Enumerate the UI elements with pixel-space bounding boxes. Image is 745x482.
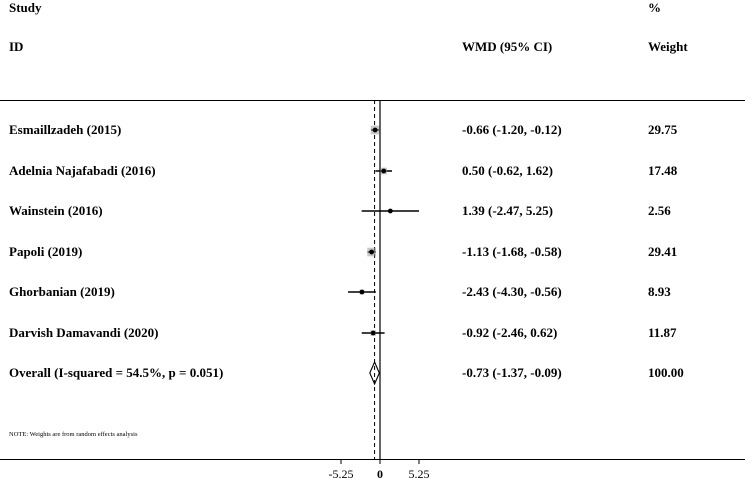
column-header-weight-pct: % (648, 0, 661, 15)
x-tick-label: 0 (377, 467, 383, 481)
column-header-id: ID (9, 39, 24, 54)
study-weight: 17.48 (648, 163, 678, 178)
point-estimate (387, 208, 393, 214)
study-estimate: 0.50 (-0.62, 1.62) (462, 163, 553, 178)
header-rule (0, 100, 745, 101)
study-weight: 2.56 (648, 203, 671, 218)
study-label: Adelnia Najafabadi (2016) (9, 163, 156, 178)
study-label: Esmaillzadeh (2015) (9, 122, 122, 137)
overall-diamond (369, 360, 380, 386)
study-estimate: -2.43 (-4.30, -0.56) (462, 284, 562, 299)
footnote: NOTE: Weights are from random effects an… (9, 431, 138, 438)
study-label: Wainstein (2016) (9, 203, 103, 218)
overall-label: Overall (I-squared = 54.5%, p = 0.051) (9, 365, 224, 380)
point-estimate (372, 127, 378, 133)
study-label: Papoli (2019) (9, 244, 83, 259)
column-header-estimate: WMD (95% CI) (462, 39, 553, 54)
study-estimate: -0.66 (-1.20, -0.12) (462, 122, 562, 137)
point-estimate (359, 289, 365, 295)
point-estimate (369, 249, 375, 255)
overall-weight: 100.00 (648, 365, 684, 380)
footer-rule (0, 459, 745, 460)
point-estimate (381, 168, 387, 174)
overall-estimate: -0.73 (-1.37, -0.09) (462, 365, 562, 380)
study-weight: 29.41 (648, 244, 678, 259)
study-label: Ghorbanian (2019) (9, 284, 115, 299)
study-weight: 29.75 (648, 122, 678, 137)
column-header-study: Study (9, 0, 42, 15)
study-weight: 11.87 (648, 325, 677, 340)
study-estimate: -1.13 (-1.68, -0.58) (462, 244, 562, 259)
study-estimate: -0.92 (-2.46, 0.62) (462, 325, 558, 340)
point-estimate (370, 330, 376, 336)
x-tick-label: 5.25 (409, 467, 430, 481)
study-estimate: 1.39 (-2.47, 5.25) (462, 203, 553, 218)
study-label: Darvish Damavandi (2020) (9, 325, 159, 340)
column-header-weight: Weight (648, 39, 688, 54)
study-weight: 8.93 (648, 284, 671, 299)
x-tick-label: -5.25 (328, 467, 353, 481)
